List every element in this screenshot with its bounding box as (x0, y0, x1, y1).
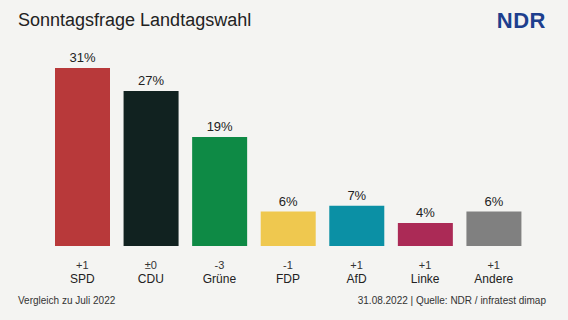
svg-text:Grüne: Grüne (203, 272, 237, 286)
svg-text:CDU: CDU (138, 272, 164, 286)
svg-text:+1: +1 (350, 259, 363, 271)
svg-text:6%: 6% (485, 194, 504, 209)
svg-text:FDP: FDP (276, 272, 300, 286)
svg-text:4%: 4% (416, 205, 435, 220)
svg-text:-3: -3 (215, 259, 225, 271)
svg-text:31%: 31% (69, 50, 95, 65)
svg-text:19%: 19% (207, 119, 233, 134)
svg-text:+1: +1 (419, 259, 432, 271)
svg-text:±0: ±0 (145, 259, 157, 271)
svg-text:27%: 27% (138, 73, 164, 88)
svg-text:+1: +1 (487, 259, 500, 271)
svg-text:+1: +1 (76, 259, 89, 271)
svg-text:Linke: Linke (411, 272, 440, 286)
html-text:31.08.2022 | Quelle: NDR / inf: 31.08.2022 | Quelle: NDR / infratest dim… (357, 295, 546, 306)
svg-text:Andere: Andere (474, 272, 513, 286)
html-text:Vergleich zu Juli 2022: Vergleich zu Juli 2022 (18, 295, 116, 306)
svg-text:SPD: SPD (70, 272, 95, 286)
svg-text:AfD: AfD (347, 272, 367, 286)
svg-text:7%: 7% (347, 188, 366, 203)
html-text:NDR: NDR (496, 8, 546, 33)
svg-text:-1: -1 (283, 259, 293, 271)
svg-text:6%: 6% (279, 194, 298, 209)
html-text:Sonntagsfrage Landtagswahl: Sonntagsfrage Landtagswahl (18, 10, 252, 30)
